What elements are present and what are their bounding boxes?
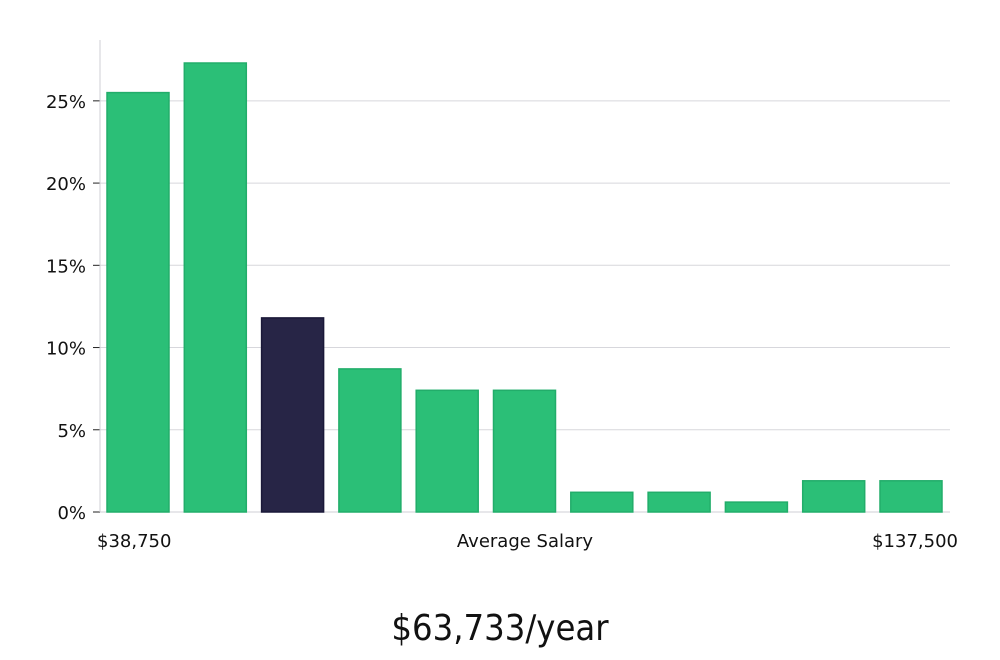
- y-tick-label: 5%: [57, 421, 86, 442]
- y-axis-ticks: 0% 5% 10% 15% 20% 25%: [46, 92, 100, 524]
- y-tick-label: 15%: [46, 256, 86, 277]
- x-max-label: $137,500: [872, 531, 958, 552]
- bar: [183, 62, 248, 513]
- bar: [724, 501, 789, 513]
- bars: [106, 62, 943, 513]
- y-tick-label: 0%: [57, 503, 86, 524]
- average-salary-headline: $63,733/year: [391, 608, 609, 649]
- x-axis-label: Average Salary: [457, 531, 594, 552]
- x-min-label: $38,750: [97, 531, 171, 552]
- bar: [879, 480, 943, 513]
- bar: [415, 389, 479, 513]
- y-tick-label: 25%: [46, 92, 86, 113]
- bar: [338, 368, 402, 513]
- bar: [570, 491, 634, 513]
- y-tick-label: 10%: [46, 339, 86, 360]
- bar-highlighted: [260, 317, 325, 513]
- y-tick-label: 20%: [46, 174, 86, 195]
- bar: [106, 91, 170, 513]
- salary-histogram: 0%5%10%15%20%25% $38,750 Average Salary …: [46, 40, 958, 552]
- bar: [647, 491, 711, 513]
- bar: [801, 480, 866, 513]
- bar: [492, 389, 557, 513]
